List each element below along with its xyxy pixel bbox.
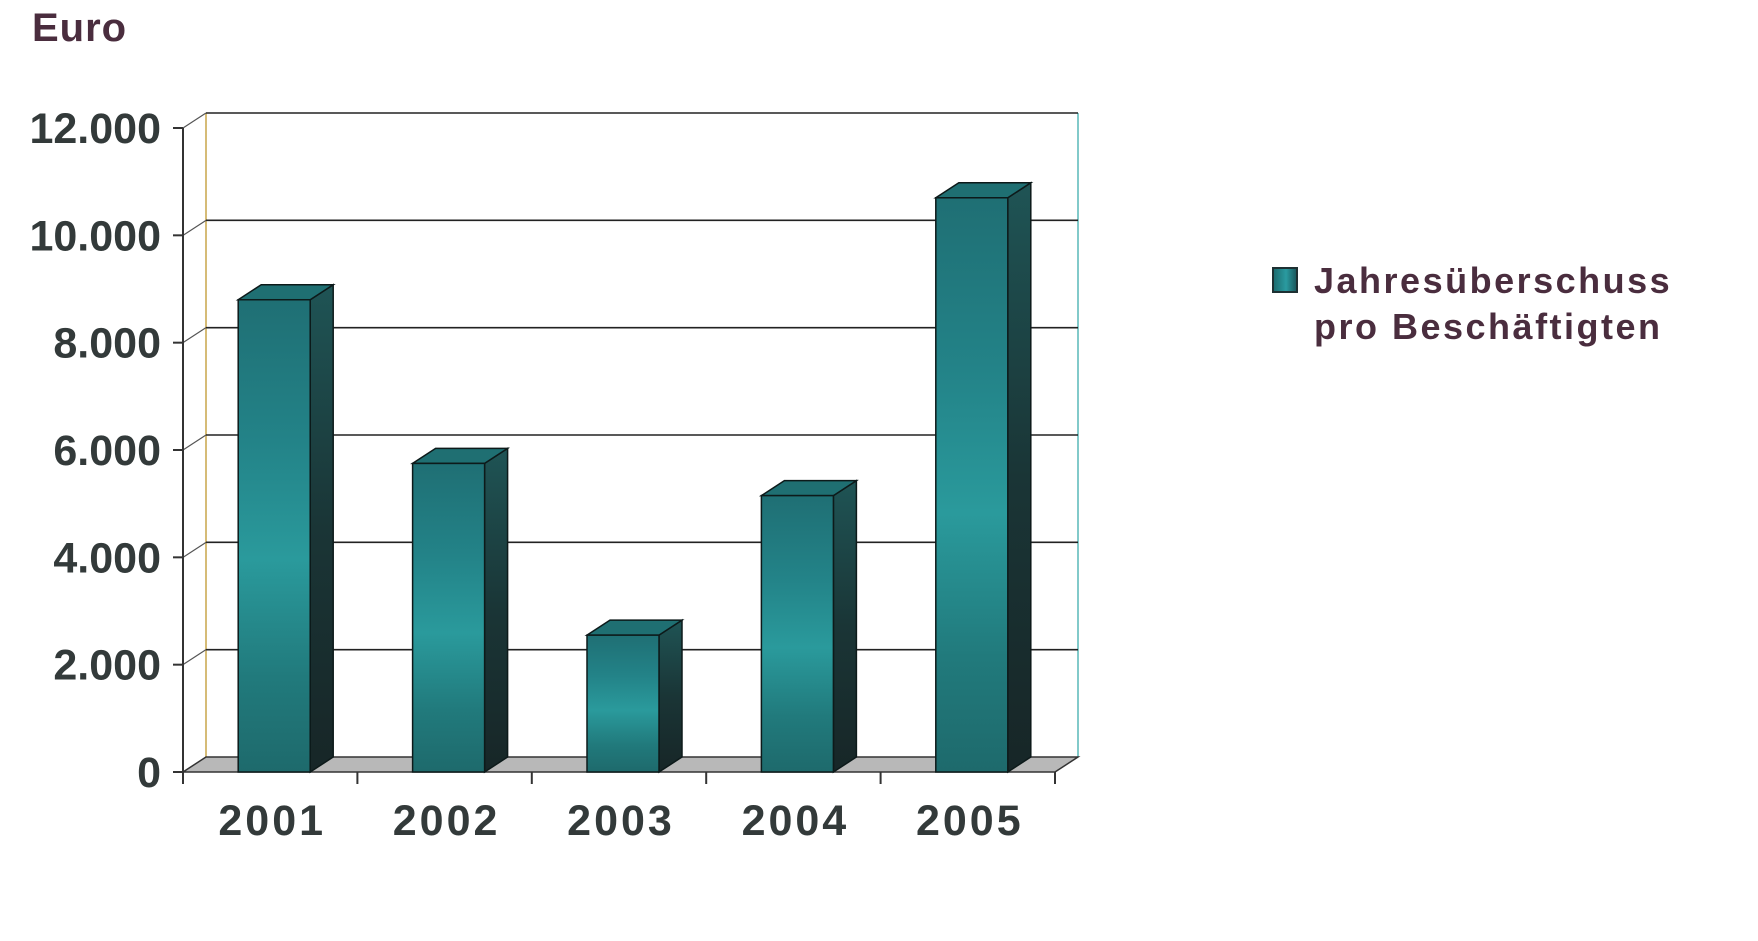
gridline-depth — [182, 434, 207, 451]
bar-side — [1007, 181, 1032, 774]
gridline-depth — [182, 649, 207, 666]
gridline-depth — [182, 112, 207, 129]
bar-side — [483, 447, 509, 774]
legend-label-line-2: pro Beschäftigten — [1314, 306, 1663, 347]
gridline-depth — [182, 327, 207, 344]
y-axis-unit-label: Euro — [32, 6, 128, 50]
bar — [237, 298, 311, 773]
bar-side — [309, 283, 334, 774]
x-tick-label: 2003 — [567, 797, 675, 845]
x-tick-label: 2001 — [218, 797, 326, 845]
bar-side — [658, 618, 683, 774]
bar — [935, 197, 1009, 773]
bar — [760, 494, 835, 773]
x-tick-label: 2002 — [393, 797, 501, 845]
x-tick-label: 2005 — [916, 797, 1024, 845]
y-tick-label: 2.000 — [53, 642, 161, 690]
legend: Jahresüberschuss pro Beschäftigten — [1272, 258, 1672, 350]
legend-label: Jahresüberschuss pro Beschäftigten — [1314, 258, 1672, 350]
y-tick-label: 6.000 — [53, 427, 161, 475]
legend-swatch — [1272, 267, 1298, 293]
x-tick-label: 2004 — [742, 797, 850, 845]
y-tick-label: 0 — [137, 749, 161, 797]
y-tick-label: 10.000 — [29, 212, 161, 260]
gridline-depth — [182, 541, 207, 558]
legend-label-line-1: Jahresüberschuss — [1314, 260, 1673, 301]
gridline-depth — [182, 219, 207, 236]
y-tick-label: 4.000 — [53, 534, 161, 582]
bar — [586, 634, 660, 773]
bar — [411, 462, 486, 773]
bar-side — [832, 479, 858, 774]
y-tick-label: 12.000 — [29, 105, 161, 153]
y-tick-label: 8.000 — [53, 320, 161, 368]
